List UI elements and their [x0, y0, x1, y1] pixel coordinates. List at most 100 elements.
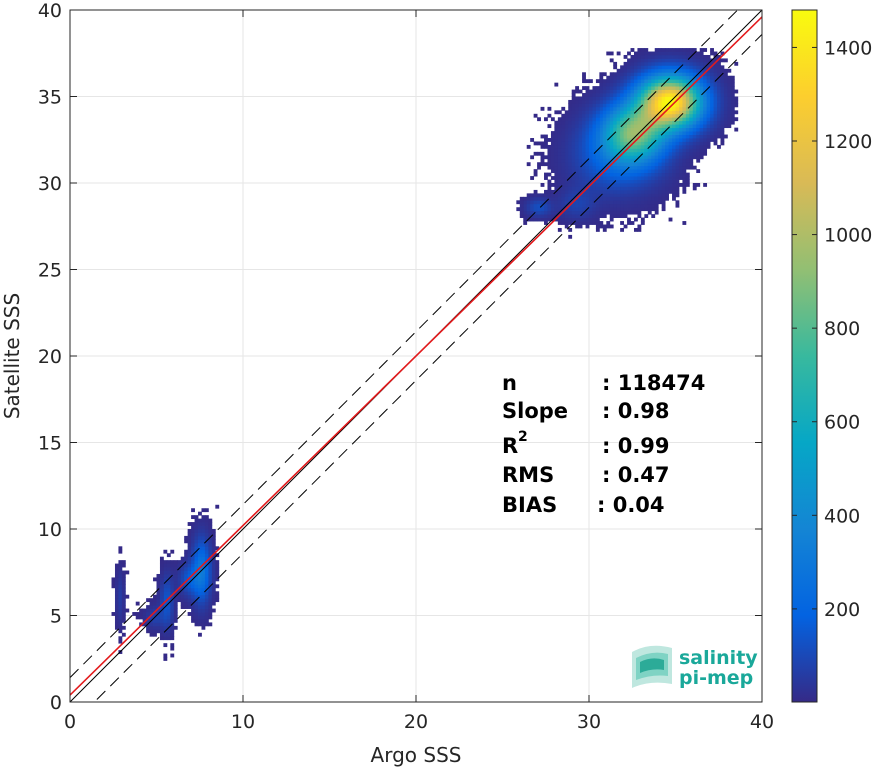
- density-cell: [519, 214, 524, 218]
- density-cell: [609, 165, 614, 170]
- density-cell: [640, 117, 645, 122]
- density-cell: [720, 124, 725, 129]
- density-cell: [575, 138, 580, 142]
- density-cell: [661, 144, 666, 149]
- density-cell: [723, 68, 728, 73]
- density-cell: [575, 144, 580, 149]
- density-cell: [194, 542, 199, 547]
- density-cell: [204, 529, 209, 533]
- density-cell: [146, 615, 150, 620]
- density-cell: [633, 151, 638, 156]
- density-cell: [530, 217, 535, 222]
- density-cell: [627, 176, 631, 180]
- density-cell: [564, 124, 569, 129]
- density-cell: [208, 615, 213, 620]
- density-cell: [699, 127, 704, 132]
- density-cell: [692, 183, 697, 187]
- density-cell: [211, 529, 216, 533]
- density-cell: [146, 598, 150, 603]
- density-cell: [571, 158, 576, 163]
- density-cell: [637, 68, 642, 73]
- density-cell: [208, 529, 213, 533]
- density-cell: [173, 570, 178, 575]
- density-cell: [682, 89, 687, 94]
- density-cell: [692, 148, 697, 153]
- density-cell: [177, 573, 182, 578]
- density-cell: [595, 224, 600, 229]
- density-cell: [620, 141, 624, 146]
- density-cell: [589, 113, 593, 118]
- density-cell: [682, 93, 687, 97]
- density-cell: [582, 165, 586, 170]
- density-cell: [208, 577, 213, 582]
- density-cell: [211, 567, 216, 571]
- density-cell: [710, 113, 714, 118]
- density-cell: [682, 176, 687, 180]
- density-cell: [194, 522, 199, 526]
- density-cell: [602, 127, 607, 132]
- density-cell: [713, 113, 718, 118]
- density-cell: [585, 96, 590, 101]
- density-cell: [564, 117, 569, 122]
- y-tick-label: 35: [38, 87, 62, 109]
- density-cell: [180, 580, 185, 585]
- density-cell: [163, 657, 168, 661]
- density-cell: [578, 96, 583, 101]
- density-cell: [661, 169, 666, 174]
- density-cell: [620, 214, 624, 218]
- density-cell: [595, 151, 600, 156]
- density-cell: [585, 131, 590, 135]
- density-cell: [568, 134, 573, 139]
- density-cell: [689, 61, 694, 66]
- density-cell: [191, 573, 195, 578]
- density-cell: [561, 186, 566, 191]
- density-cell: [633, 162, 638, 167]
- density-cell: [533, 193, 538, 198]
- density-cell: [713, 68, 718, 73]
- density-cell: [696, 183, 701, 187]
- density-cell: [675, 138, 680, 142]
- density-cell: [658, 72, 663, 77]
- density-cell: [575, 158, 580, 163]
- density-cell: [211, 594, 216, 599]
- density-cell: [191, 587, 195, 592]
- density-cell: [575, 124, 580, 129]
- density-cell: [561, 193, 566, 198]
- density-cell: [616, 193, 621, 198]
- density-cell: [575, 210, 580, 215]
- density-cell: [537, 165, 541, 170]
- density-cell: [547, 200, 552, 205]
- density-cell: [637, 127, 642, 132]
- density-cell: [592, 183, 597, 187]
- density-cell: [685, 158, 690, 163]
- density-cell: [540, 155, 545, 160]
- density-cell: [689, 134, 694, 139]
- density-cell: [640, 141, 645, 146]
- density-cell: [699, 120, 704, 125]
- density-cell: [713, 75, 718, 80]
- density-cell: [633, 65, 638, 70]
- density-cell: [609, 127, 614, 132]
- density-cell: [564, 183, 569, 187]
- density-cell: [578, 165, 583, 170]
- density-cell: [557, 120, 562, 125]
- density-cell: [173, 625, 178, 630]
- density-cell: [550, 131, 555, 135]
- density-cell: [703, 103, 708, 108]
- density-cell: [637, 103, 642, 108]
- density-cell: [170, 643, 175, 648]
- density-cell: [689, 127, 694, 132]
- density-cell: [665, 148, 669, 153]
- density-cell: [727, 86, 732, 90]
- density-cell: [606, 93, 611, 97]
- density-cell: [599, 93, 604, 97]
- y-tick-label: 10: [38, 519, 62, 541]
- density-cell: [696, 141, 701, 146]
- density-cell: [661, 193, 666, 198]
- density-cell: [668, 65, 673, 70]
- density-cell: [121, 615, 126, 620]
- density-cell: [550, 169, 555, 174]
- density-cell: [170, 563, 175, 568]
- density-cell: [163, 618, 168, 623]
- density-cell: [568, 234, 573, 239]
